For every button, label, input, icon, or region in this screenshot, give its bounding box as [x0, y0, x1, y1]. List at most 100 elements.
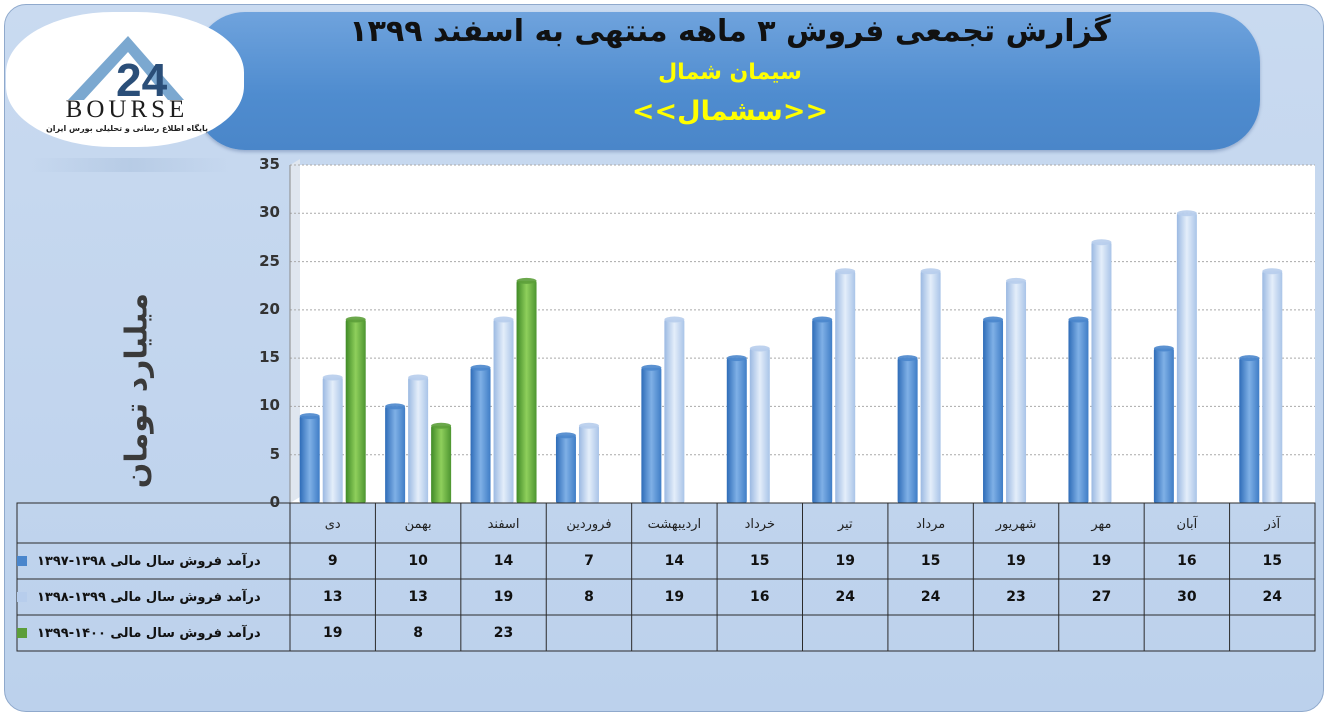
svg-text:24: 24 — [116, 54, 168, 106]
bar-cap — [749, 345, 770, 352]
bar — [493, 319, 514, 503]
bar — [322, 377, 343, 503]
x-tick-label: آذر — [1264, 517, 1281, 532]
table-cell-value: 24 — [1262, 589, 1283, 605]
bar-cap — [1239, 355, 1260, 362]
table-cell-value: 19 — [1006, 553, 1026, 569]
bar — [555, 435, 576, 503]
logo-mark-icon: 24 — [68, 36, 184, 106]
x-tick-label: مهر — [1091, 517, 1112, 532]
y-tick-label: 30 — [259, 203, 280, 222]
bar-cap — [1091, 239, 1112, 246]
x-tick-label: آبان — [1176, 517, 1198, 532]
table-cell-value: 19 — [493, 589, 514, 605]
bar — [470, 367, 491, 503]
data-table-frame — [16, 502, 1316, 652]
plot-side-wall — [290, 159, 300, 503]
table-cell-value: 19 — [1091, 553, 1112, 569]
bar-cap — [408, 374, 429, 381]
bar-cap — [983, 316, 1004, 323]
bar-cap — [345, 316, 366, 323]
bar-cap — [897, 355, 918, 362]
ticker-symbol: <<سشمال>> — [631, 96, 829, 127]
table-cell-value: 24 — [835, 589, 855, 605]
x-tick-label: شهریور — [995, 517, 1037, 532]
y-tick-label: 35 — [259, 155, 280, 173]
legend-swatch — [17, 592, 27, 602]
bar-cap — [1262, 268, 1283, 275]
table-cell-value: 27 — [1091, 589, 1112, 605]
bar — [726, 358, 747, 503]
table-cell-value: 15 — [1262, 553, 1283, 569]
y-tick-label: 15 — [259, 348, 280, 367]
bar-cap — [578, 422, 599, 429]
bar-cap — [1006, 277, 1027, 284]
x-tick-label: مرداد — [915, 517, 946, 532]
bar — [345, 319, 366, 503]
bar-cap — [470, 364, 491, 371]
chart-title: گزارش تجمعی فروش ۳ ماهه منتهی به اسفند ۱… — [349, 14, 1111, 49]
bar-cap — [493, 316, 514, 323]
table-cell-value: 19 — [664, 589, 685, 605]
bar-cap — [555, 432, 576, 439]
table-cell-value: 16 — [1177, 553, 1197, 569]
bar — [812, 319, 833, 503]
bar — [983, 319, 1004, 503]
table-cell-value: 10 — [408, 553, 428, 569]
bar — [1239, 358, 1260, 503]
bar — [835, 271, 856, 503]
bar — [431, 425, 452, 503]
table-cell-value: 19 — [322, 625, 343, 641]
legend-entry: درآمد فروش سال مالی ۱۳۹۸-۱۳۹۷ — [17, 543, 289, 579]
table-cell-value: 7 — [584, 553, 594, 569]
table-cell-value: 19 — [835, 553, 855, 569]
y-tick-label: 20 — [259, 299, 280, 318]
bourse-logo: 24 — [6, 12, 244, 147]
bar — [664, 319, 685, 503]
x-tick-label: تیر — [837, 517, 853, 532]
legend-label: درآمد فروش سال مالی ۱۳۹۸-۱۳۹۷ — [37, 553, 261, 569]
bar — [408, 377, 429, 503]
table-cell-value: 24 — [920, 589, 941, 605]
bar — [578, 425, 599, 503]
logo-wordmark: BOURSE — [65, 96, 189, 123]
table-cell-value: 13 — [408, 589, 428, 605]
bar-cap — [641, 364, 662, 371]
table-cell-value: 8 — [413, 625, 423, 641]
bar — [1262, 271, 1283, 503]
x-tick-label: خرداد — [744, 517, 775, 532]
title-banner — [195, 12, 1260, 150]
y-tick-label: 10 — [259, 396, 280, 415]
bar-cap — [1153, 345, 1174, 352]
table-cell-value: 15 — [920, 553, 941, 569]
bar — [749, 348, 770, 503]
x-tick-label: اسفند — [487, 517, 520, 532]
bar-cap — [726, 355, 747, 362]
logo-reflection — [30, 158, 230, 172]
bar — [1091, 242, 1112, 503]
bar — [1068, 319, 1089, 503]
bar-cap — [812, 316, 833, 323]
bar — [1176, 213, 1197, 504]
bar-cap — [1176, 210, 1197, 217]
legend-swatch — [17, 556, 27, 566]
bar — [1006, 280, 1027, 503]
bar-cap — [664, 316, 685, 323]
legend-entry: درآمد فروش سال مالی ۱۳۹۹-۱۳۹۸ — [17, 579, 289, 615]
bar — [641, 367, 662, 503]
bar — [897, 358, 918, 503]
table-cell-value: 15 — [750, 553, 770, 569]
table-cell-value: 23 — [1006, 589, 1026, 605]
bar-cap — [1068, 316, 1089, 323]
x-tick-label: اردیبهشت — [647, 517, 702, 532]
table-cell-value: 8 — [584, 589, 594, 605]
table-cell-value: 30 — [1177, 589, 1197, 605]
company-name: سیمان شمال — [658, 60, 802, 85]
y-tick-label: 5 — [269, 444, 280, 463]
y-tick-label: 25 — [259, 251, 280, 270]
bar-cap — [835, 268, 856, 275]
table-cell-value: 14 — [664, 553, 685, 569]
bar — [516, 280, 537, 503]
legend-entry: درآمد فروش سال مالی ۱۴۰۰-۱۳۹۹ — [17, 615, 289, 651]
